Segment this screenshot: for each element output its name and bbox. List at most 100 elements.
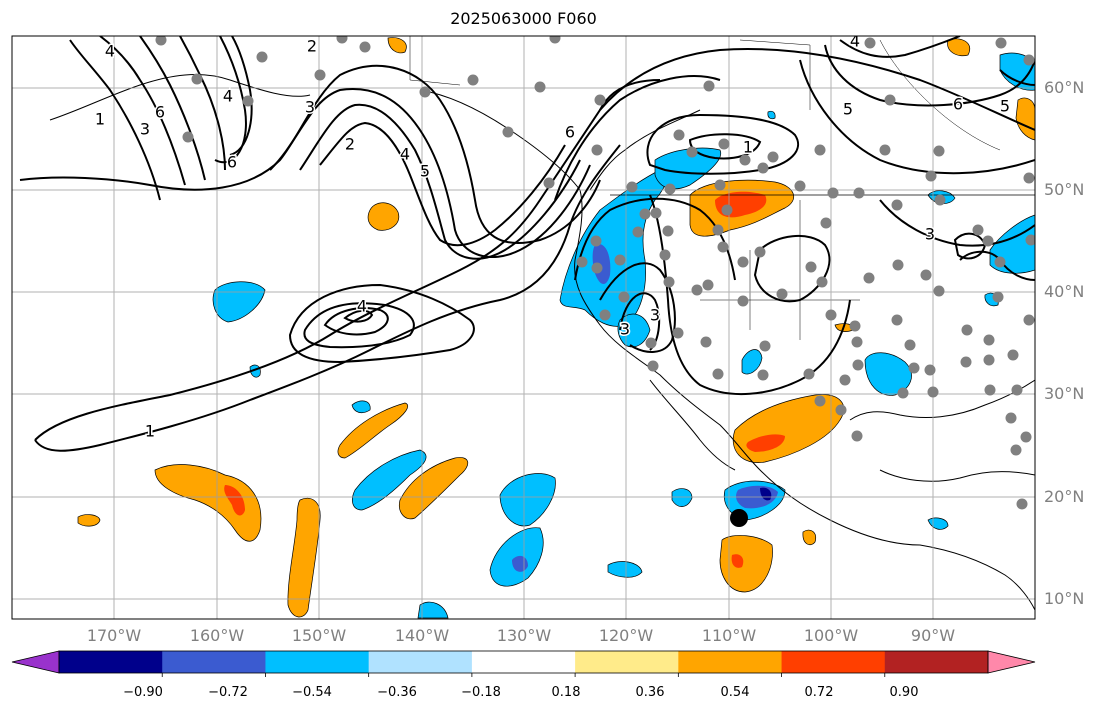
- contour-label: 4: [357, 297, 367, 316]
- contour-line: [299, 103, 581, 260]
- negative-anomaly-area: [927, 517, 949, 530]
- colorbar-tick-label: 0.72: [804, 685, 834, 700]
- contour-label: 5: [1000, 97, 1010, 116]
- colorbar-segment: [781, 651, 886, 673]
- station-dot: [1011, 384, 1023, 396]
- negative-anomaly-area: [767, 110, 776, 120]
- lat-tick-label: 40°N: [1044, 282, 1085, 301]
- station-dot: [995, 37, 1007, 49]
- negative-anomaly-area: [417, 601, 449, 619]
- station-dot: [960, 356, 972, 368]
- contour-label: 1: [743, 138, 753, 157]
- colorbar-segment: [265, 651, 370, 673]
- coastlines: [49, 36, 1035, 611]
- station-dot: [892, 259, 904, 271]
- station-dot: [827, 187, 839, 199]
- station-dot: [884, 94, 896, 106]
- station-dot: [662, 225, 674, 237]
- contour-line: [599, 262, 676, 353]
- station-dot: [599, 309, 611, 321]
- negative-anomaly-area: [352, 449, 427, 511]
- contour-line: [34, 48, 1035, 441]
- colorbar-tick-label: 0.54: [720, 685, 750, 700]
- station-dot: [983, 334, 995, 346]
- station-dot: [984, 384, 996, 396]
- figure-title: 2025063000 F060: [450, 9, 597, 28]
- contour-label: 4: [850, 32, 860, 51]
- contour-line: [323, 307, 389, 336]
- positive-anomaly-area: [224, 485, 245, 516]
- station-dot: [983, 354, 995, 366]
- station-dot: [1016, 498, 1028, 510]
- station-dot: [794, 180, 806, 192]
- station-dot: [359, 41, 371, 53]
- station-dot: [925, 170, 937, 182]
- contour-line: [34, 144, 621, 452]
- colorbar-tick-label: −0.18: [461, 685, 501, 700]
- station-dot: [1023, 54, 1035, 66]
- positive-anomaly-area: [947, 38, 970, 57]
- station-dot: [1007, 349, 1019, 361]
- lon-tick-label: 130°W: [496, 626, 552, 645]
- positive-anomaly-area: [732, 394, 845, 463]
- negative-anomaly-area: [607, 561, 643, 578]
- contour-line: [879, 199, 1035, 247]
- station-dot: [737, 256, 749, 268]
- lon-tick-label: 140°W: [394, 626, 450, 645]
- station-dot: [549, 36, 561, 44]
- colorbar-outline: [58, 650, 989, 674]
- station-dot: [663, 276, 675, 288]
- station-dot: [717, 241, 729, 253]
- station-dot: [908, 362, 920, 374]
- station-dot: [924, 364, 936, 376]
- station-dot: [851, 430, 863, 442]
- station-dot: [839, 374, 851, 386]
- station-dot: [502, 126, 514, 138]
- negative-anomaly-area: [212, 281, 266, 323]
- location-marker: [730, 509, 748, 527]
- contour-label: 6: [565, 123, 575, 142]
- contour-label: 3: [650, 306, 660, 325]
- contour-line: [288, 283, 475, 364]
- station-dot: [1020, 431, 1032, 443]
- lon-tick-label: 170°W: [86, 626, 142, 645]
- station-dot: [664, 183, 676, 195]
- station-dot: [739, 154, 751, 166]
- colorbar-segment: [162, 651, 266, 673]
- positive-anomaly-area: [77, 514, 101, 527]
- station-dot: [686, 146, 698, 158]
- contour-label: 3: [305, 98, 315, 117]
- contour-line: [599, 79, 661, 111]
- station-dot: [814, 144, 826, 156]
- negative-anomaly-area: [592, 244, 611, 285]
- station-dot: [672, 327, 684, 339]
- station-dot: [820, 217, 832, 229]
- station-dot: [614, 254, 626, 266]
- contour-line: [574, 197, 736, 281]
- station-dot: [994, 256, 1006, 268]
- station-dot: [757, 162, 769, 174]
- station-dot: [647, 360, 659, 372]
- positive-anomaly-area: [367, 202, 400, 231]
- contour-lines: [19, 36, 1035, 452]
- contour-line: [229, 36, 253, 156]
- lat-tick-label: 20°N: [1044, 487, 1085, 506]
- contour-label: 5: [420, 162, 430, 181]
- station-dot: [934, 194, 946, 206]
- station-dot: [933, 145, 945, 157]
- lon-tick-label: 90°W: [910, 626, 956, 645]
- negative-anomaly-area: [499, 473, 556, 527]
- colorbar-segment: [59, 651, 163, 673]
- station-dot: [851, 336, 863, 348]
- station-dot: [961, 324, 973, 336]
- contour-line: [799, 59, 1035, 175]
- station-dot: [191, 73, 203, 85]
- station-dot: [650, 207, 662, 219]
- station-dot: [712, 368, 724, 380]
- contour-label: 4: [105, 42, 115, 61]
- station-dot: [891, 199, 903, 211]
- station-dot: [314, 69, 326, 81]
- station-dot: [467, 74, 479, 86]
- positive-anomaly-area: [287, 497, 321, 618]
